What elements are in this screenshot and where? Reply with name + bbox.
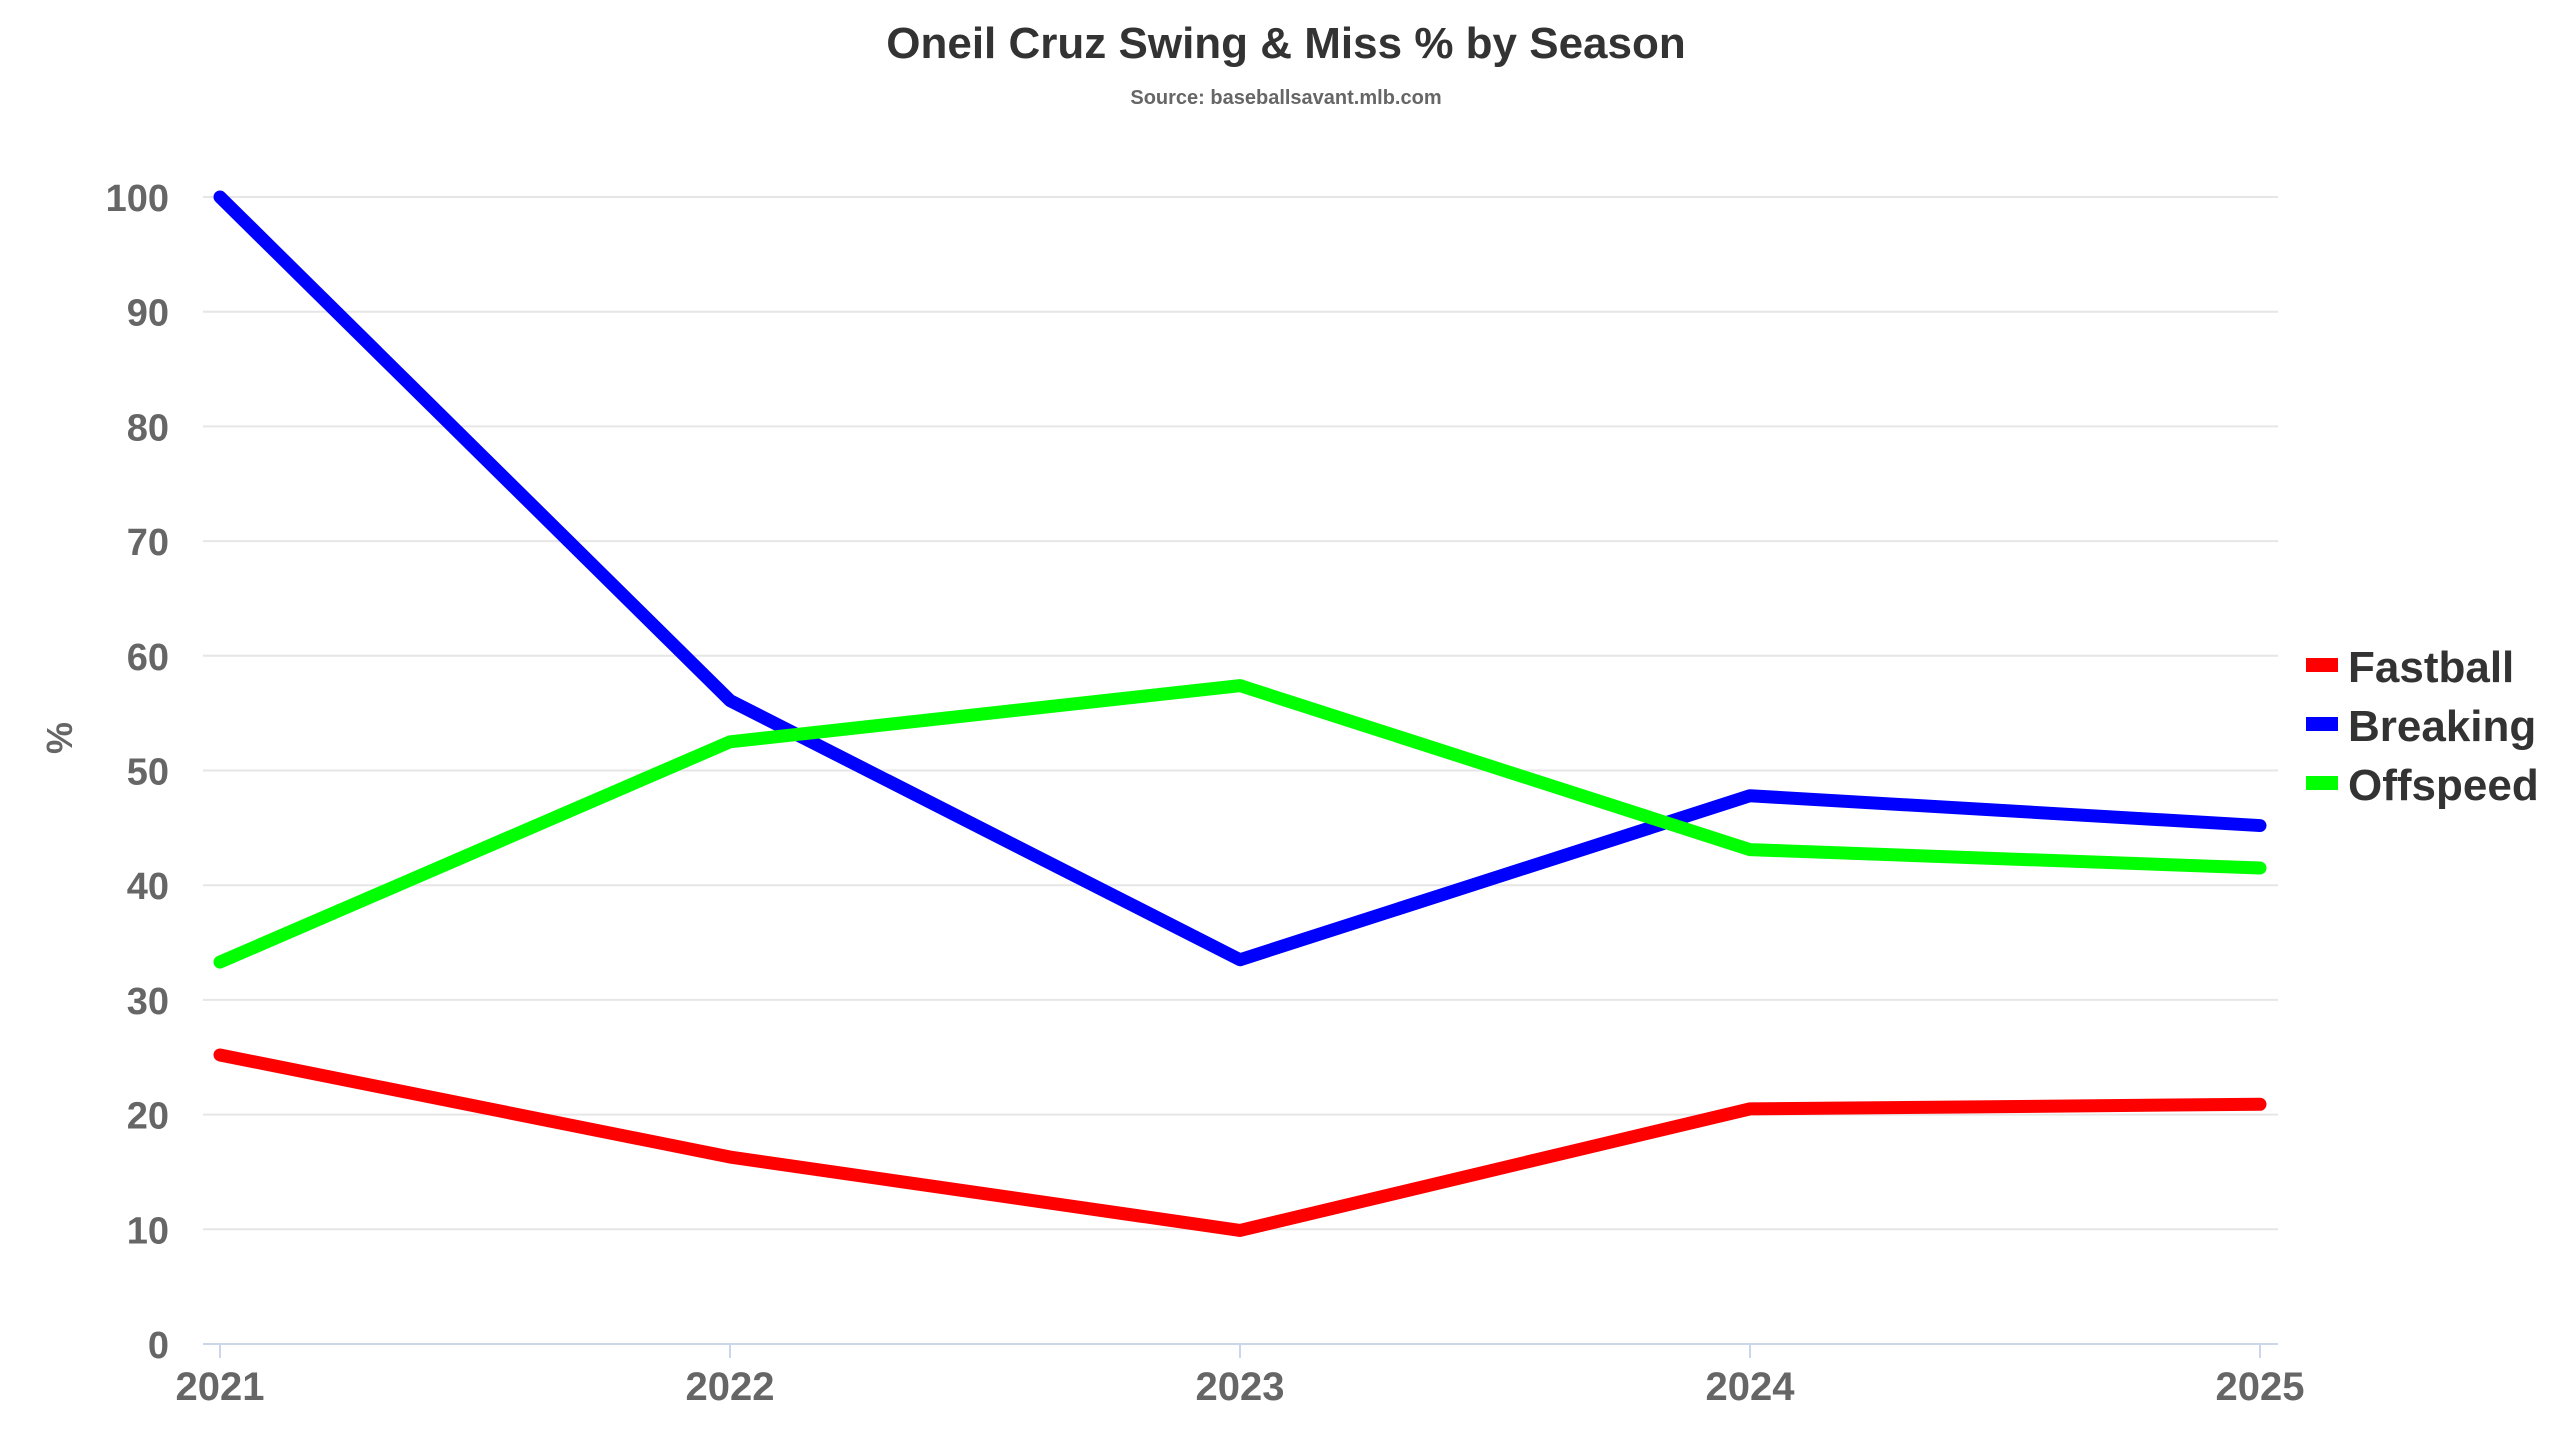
y-tick-label: 30: [127, 981, 169, 1023]
x-tick-label: 2022: [686, 1365, 775, 1409]
data-point-offspeed: [1749, 848, 1751, 851]
data-point-fastball: [1239, 1229, 1241, 1232]
data-point-fastball: [219, 1053, 221, 1056]
x-tick-label: 2024: [1706, 1365, 1796, 1409]
y-tick-label: 20: [127, 1096, 169, 1138]
data-point-breaking: [1239, 958, 1241, 961]
y-tick-label: 100: [106, 178, 169, 220]
legend-swatch: [2306, 776, 2338, 790]
x-tick-label: 2025: [2216, 1365, 2305, 1409]
legend-item-breaking[interactable]: Breaking: [2306, 702, 2536, 751]
chart-subtitle: Source: baseballsavant.mlb.com: [1130, 87, 1441, 109]
data-point-breaking: [729, 699, 731, 702]
y-tick-label: 70: [127, 522, 169, 564]
y-tick-label: 80: [127, 407, 169, 449]
y-tick-label: 0: [148, 1325, 169, 1367]
legend-swatch: [2306, 717, 2338, 731]
data-point-offspeed: [219, 961, 221, 964]
chart-title: Oneil Cruz Swing & Miss % by Season: [886, 19, 1686, 68]
data-point-fastball: [2259, 1103, 2261, 1106]
legend-label: Fastball: [2348, 643, 2514, 692]
data-point-fastball: [729, 1156, 731, 1159]
legend-swatch: [2306, 658, 2338, 672]
data-point-fastball: [1749, 1107, 1751, 1110]
data-point-offspeed: [1239, 684, 1241, 687]
x-tick-label: 2023: [1196, 1365, 1285, 1409]
data-point-offspeed: [729, 740, 731, 743]
legend-label: Breaking: [2348, 702, 2536, 751]
y-axis-label: %: [39, 722, 80, 754]
data-point-breaking: [1749, 794, 1751, 797]
data-point-breaking: [2259, 824, 2261, 827]
y-tick-label: 90: [127, 293, 169, 335]
legend-label: Offspeed: [2348, 761, 2539, 810]
y-tick-label: 10: [127, 1210, 169, 1252]
legend-item-offspeed[interactable]: Offspeed: [2306, 761, 2539, 810]
data-point-offspeed: [2259, 866, 2261, 869]
y-tick-label: 60: [127, 637, 169, 679]
y-tick-label: 40: [127, 866, 169, 908]
x-tick-label: 2021: [176, 1365, 265, 1409]
y-tick-label: 50: [127, 752, 169, 794]
series-line-offspeed: [213, 679, 2267, 969]
series-line-fastball: [213, 1048, 2267, 1237]
data-point-breaking: [219, 196, 221, 198]
legend-item-fastball[interactable]: Fastball: [2306, 643, 2514, 692]
